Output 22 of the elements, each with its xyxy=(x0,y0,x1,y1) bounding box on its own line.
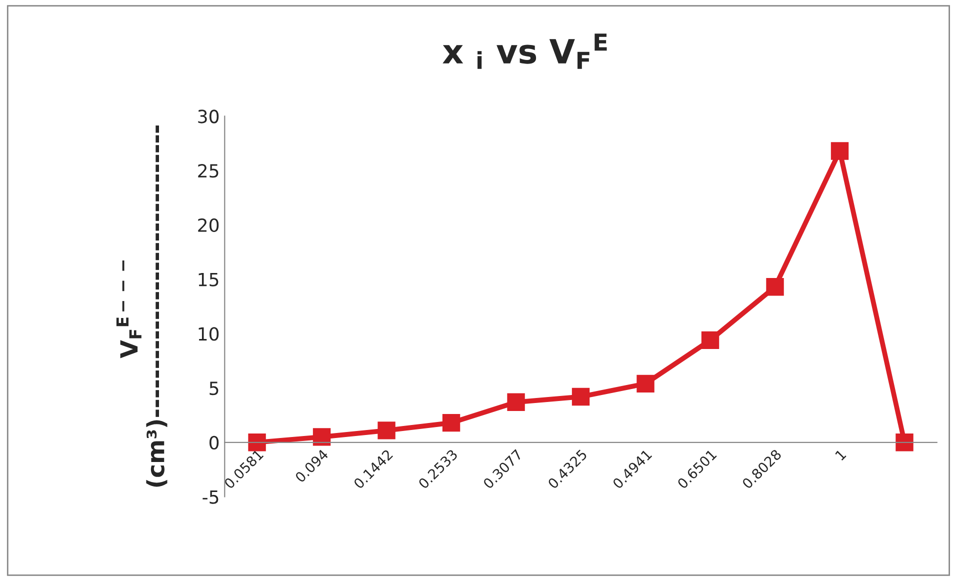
point xyxy=(766,278,784,296)
y-tick-label: -5 xyxy=(202,490,218,504)
point xyxy=(312,428,331,446)
y-tick-label: 15 xyxy=(198,272,218,286)
point xyxy=(248,434,266,452)
point xyxy=(701,331,720,350)
point xyxy=(572,388,590,406)
y-tick-label: 10 xyxy=(198,327,219,341)
y-tick-label: 0 xyxy=(210,436,219,450)
y-axis-title: V$_{F}$$^{E−−−}$ (cm³)------------------------------ xyxy=(116,125,168,487)
y-tick-label: 5 xyxy=(210,382,218,396)
point xyxy=(378,422,396,440)
point xyxy=(830,142,849,160)
y-tick-label: 30 xyxy=(198,110,219,124)
chart-title: x $_{i}$ vs V$_{F}$$^{E}$ xyxy=(442,34,607,69)
point xyxy=(896,434,914,452)
y-tick-label: 25 xyxy=(198,164,218,178)
point xyxy=(442,414,460,432)
point xyxy=(636,374,654,393)
x-tick-label: 1 xyxy=(834,449,846,461)
point xyxy=(507,393,525,412)
y-tick-label: 20 xyxy=(198,218,219,232)
